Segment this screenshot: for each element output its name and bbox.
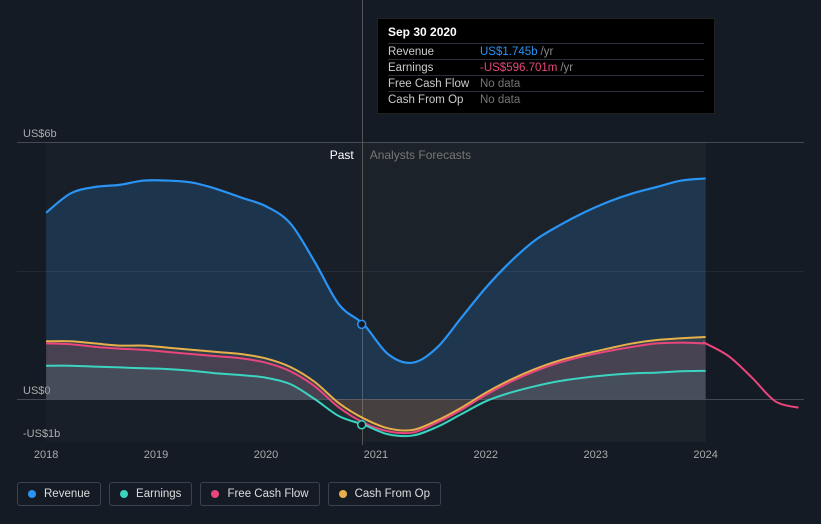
tooltip-row: Earnings-US$596.701m/yr [388,59,704,75]
legend-item-revenue[interactable]: Revenue [17,482,101,506]
x-axis-label: 2019 [144,449,168,461]
chart-legend: Revenue Earnings Free Cash Flow Cash From O… [17,482,441,506]
tooltip-row-label: Earnings [388,62,480,74]
tooltip-row-value: No data [480,78,520,90]
tooltip-date: Sep 30 2020 [388,25,704,43]
x-axis: 2018 2019 2020 2021 2022 2023 2024 [17,449,804,469]
revenue-marker [358,320,366,328]
legend-dot-icon [339,490,347,498]
legend-item-free_cash_flow[interactable]: Free Cash Flow [200,482,319,506]
legend-label: Free Cash Flow [227,488,308,500]
x-axis-label: 2024 [693,449,717,461]
tooltip-row-value: US$1.745b [480,46,538,58]
tooltip-row-label: Cash From Op [388,94,480,106]
legend-dot-icon [120,490,128,498]
legend-label: Cash From Op [355,488,430,500]
tooltip-row-label: Free Cash Flow [388,78,480,90]
free_cash_flow-tail-line [704,342,799,407]
x-axis-label: 2021 [364,449,388,461]
legend-label: Revenue [44,488,90,500]
tooltip-row: Cash From OpNo data [388,91,704,107]
legend-dot-icon [211,490,219,498]
chart-tooltip: Sep 30 2020 RevenueUS$1.745b/yrEarnings-… [377,18,715,114]
legend-label: Earnings [136,488,181,500]
legend-dot-icon [28,490,36,498]
earnings-marker [358,421,366,429]
tooltip-row-value: No data [480,94,520,106]
x-axis-label: 2018 [34,449,58,461]
legend-item-earnings[interactable]: Earnings [109,482,192,506]
x-axis-label: 2023 [583,449,607,461]
tooltip-row: Free Cash FlowNo data [388,75,704,91]
legend-item-cash_from_op[interactable]: Cash From Op [328,482,441,506]
financials-chart: US$6bUS$0-US$1b Past Analysts Forecasts … [17,0,804,524]
tooltip-row-suffix: /yr [541,46,554,58]
tooltip-row-value: -US$596.701m [480,62,557,74]
x-axis-label: 2020 [254,449,278,461]
tooltip-row-label: Revenue [388,46,480,58]
tooltip-row: RevenueUS$1.745b/yr [388,43,704,59]
x-axis-label: 2022 [474,449,498,461]
tooltip-row-suffix: /yr [560,62,573,74]
